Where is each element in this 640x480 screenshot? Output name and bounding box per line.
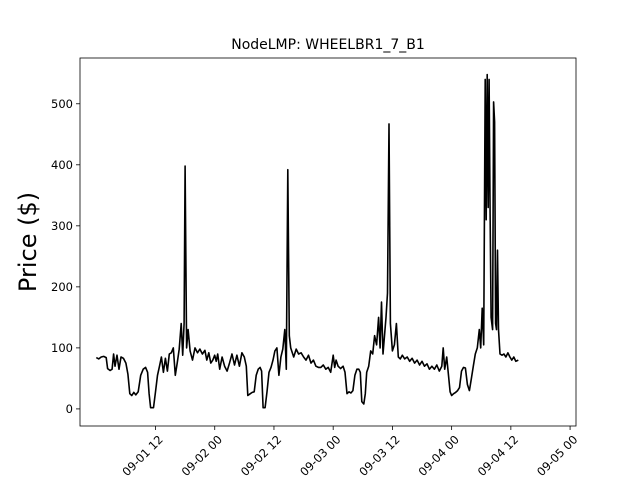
y-tick-label: 100 [51,341,73,355]
chart-title: NodeLMP: WHEELBR1_7_B1 [231,37,425,53]
y-tick-label: 0 [66,402,73,416]
y-tick-label: 500 [51,97,73,111]
y-tick-label: 300 [51,219,73,233]
y-tick-label: 200 [51,280,73,294]
plot-frame [79,57,577,427]
series-line-0 [95,73,519,409]
y-axis-label: Price ($) [14,192,42,292]
y-tick-label: 400 [51,158,73,172]
